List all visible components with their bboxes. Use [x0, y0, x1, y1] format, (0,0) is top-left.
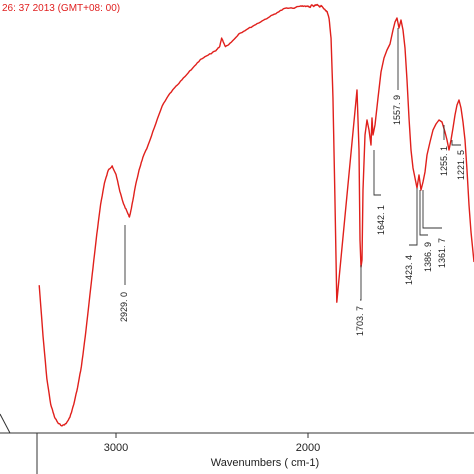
peak-leader-line [422, 190, 442, 229]
peak-label: 1557. 9 [392, 95, 402, 125]
plot-area [38, 3, 474, 427]
peak-leader-line [451, 140, 461, 146]
peak-annotations: 2929. 0 1703. 7 1642. 1 1557. 9 1423. 4 1386.… [119, 28, 466, 336]
peak-label: 2929. 0 [119, 292, 129, 322]
peak-leader-line [373, 150, 381, 196]
peak-label: 1423. 4 [404, 255, 414, 285]
peak-label: 1361. 7 [437, 238, 447, 268]
peak-leader-line [409, 188, 418, 246]
peak-label: 1642. 1 [376, 205, 386, 235]
x-tick-label: 3000 [104, 442, 128, 454]
peak-marker-left [0, 413, 11, 434]
x-axis-title: Wavenumbers ( cm-1) [211, 457, 319, 469]
peak-label: 1703. 7 [355, 306, 365, 336]
peak-label: 1255. 1 [439, 146, 449, 176]
spectrum-line [38, 3, 474, 427]
peak-leader-line [360, 265, 362, 301]
peak-label: 1386. 9 [423, 242, 433, 272]
x-ticks: 3000 2000 [104, 433, 320, 454]
x-tick-label: 2000 [296, 442, 320, 454]
header-timestamp: 26: 37 2013 (GMT+08: 00) [2, 3, 120, 14]
peak-label: 1221. 5 [456, 150, 466, 180]
peak-leader-line [419, 190, 428, 236]
